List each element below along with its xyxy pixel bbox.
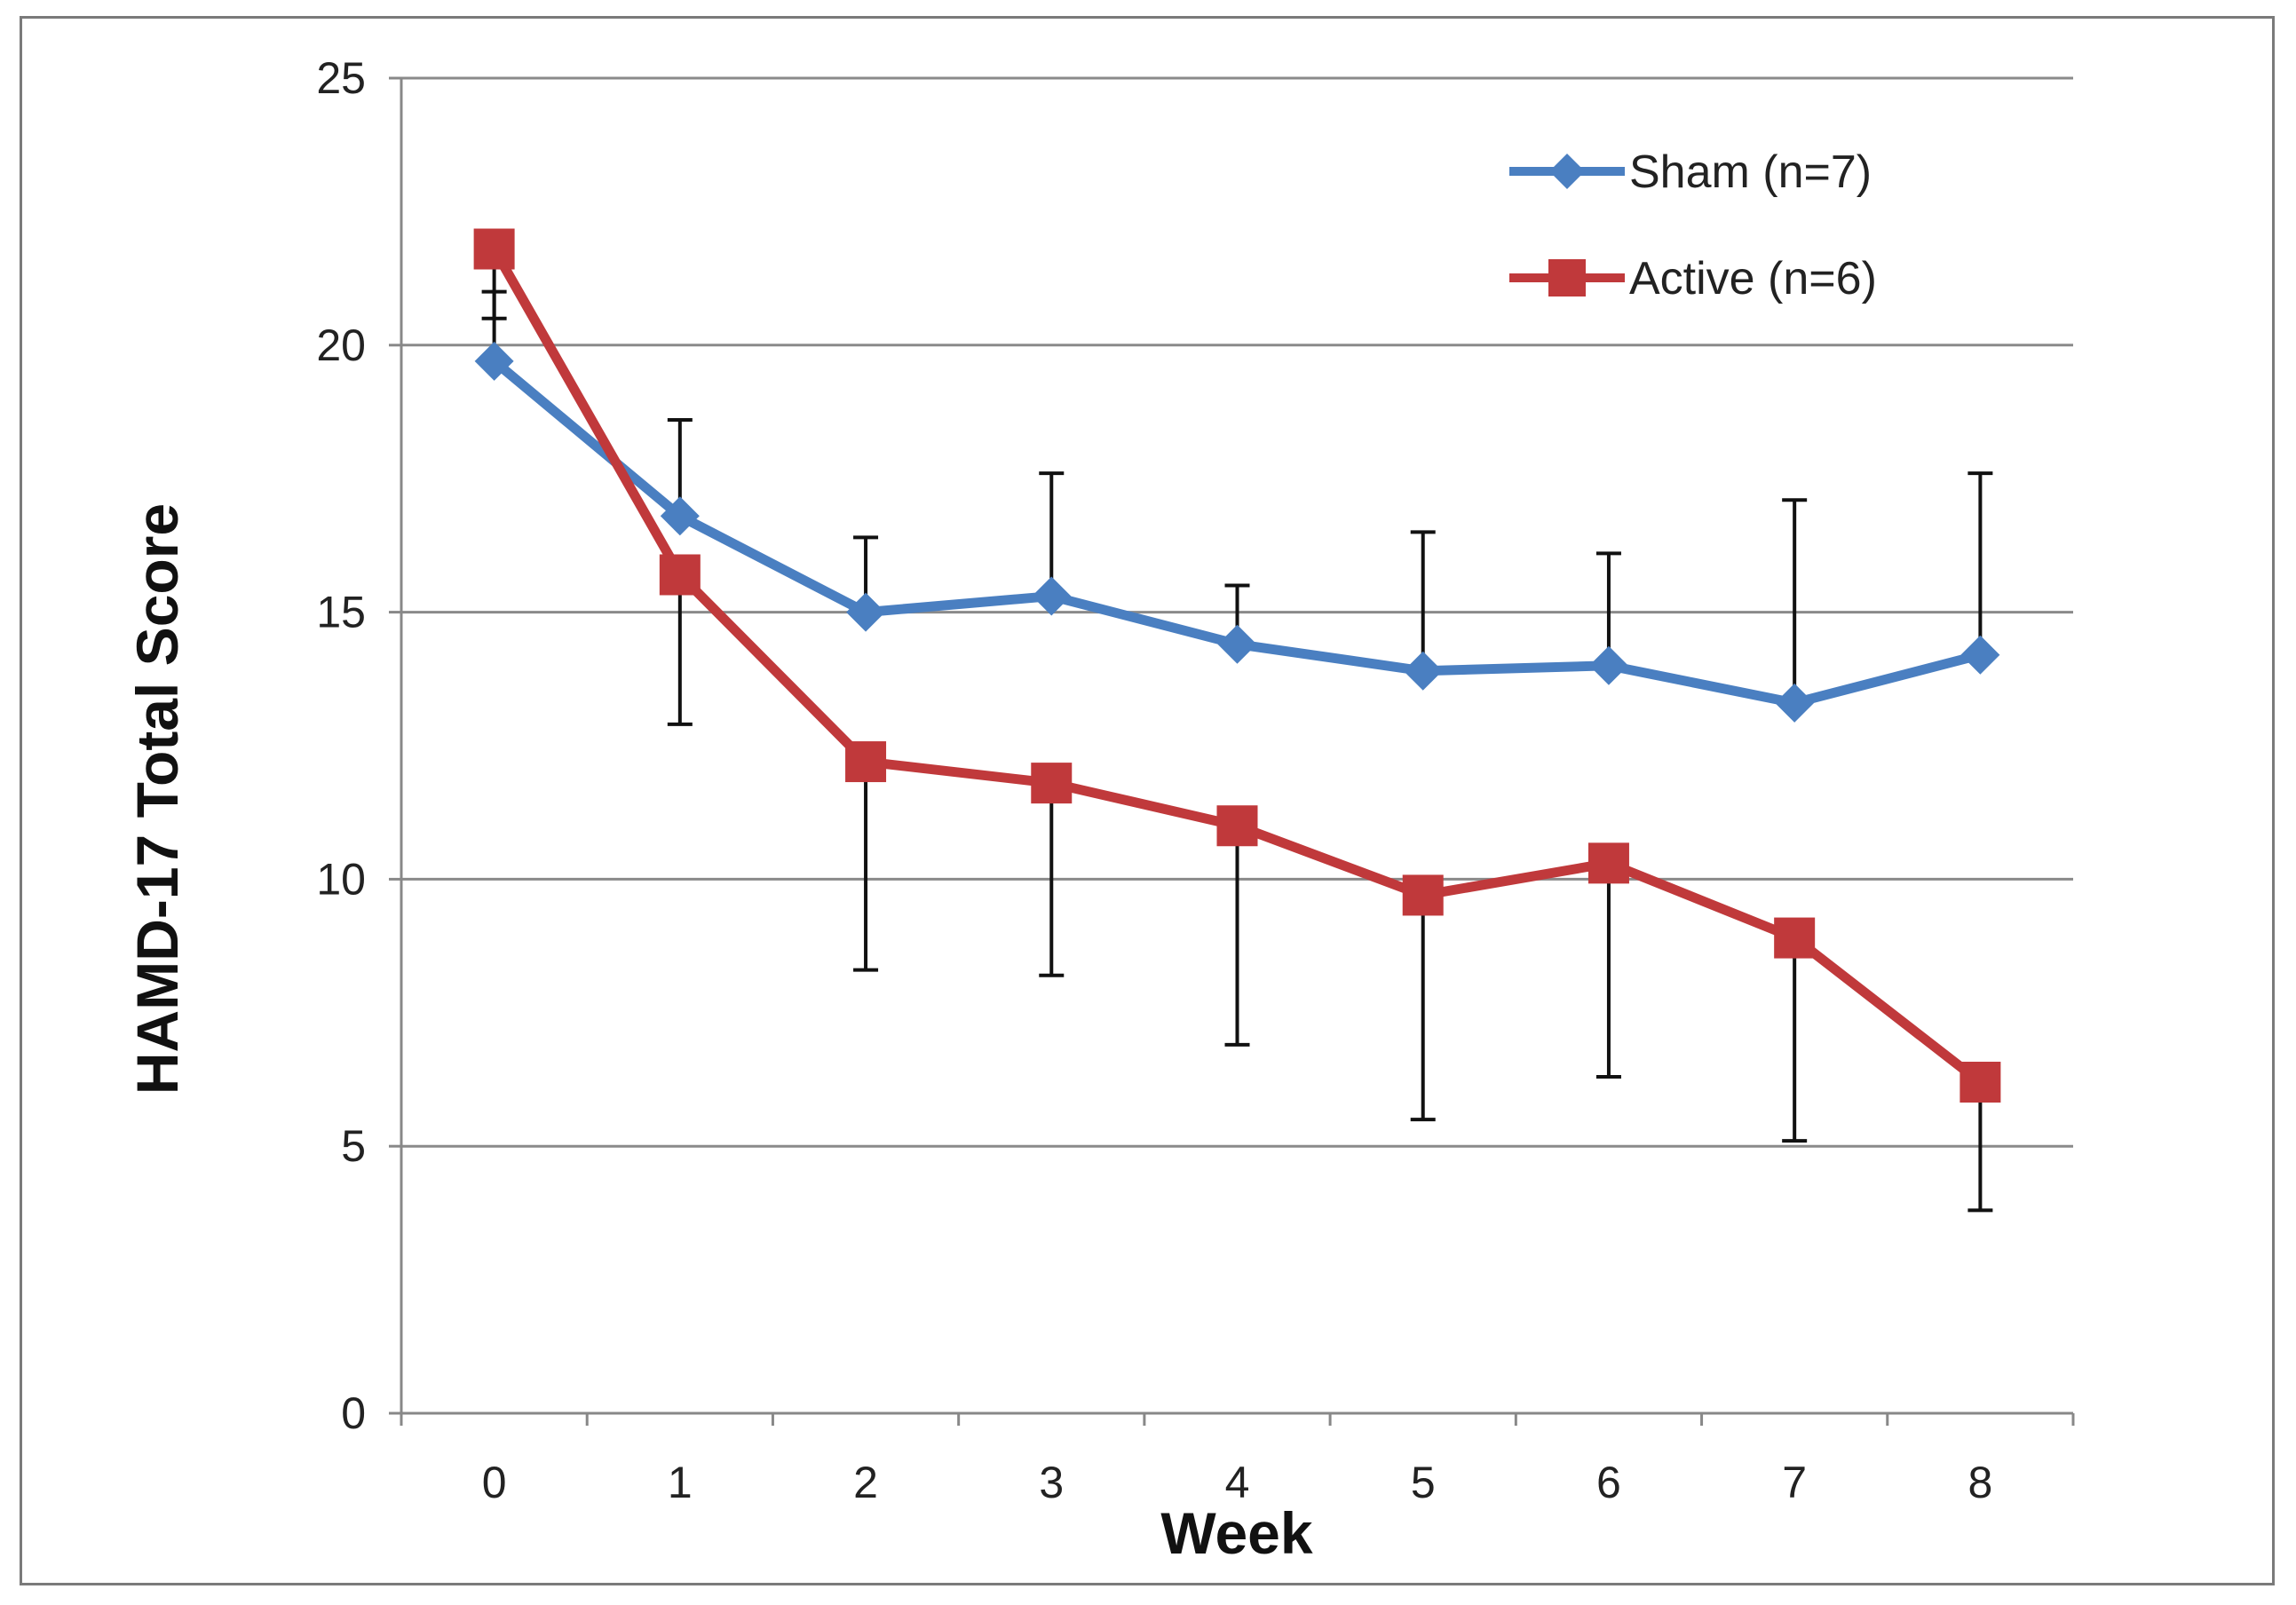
point-1-8 <box>1960 1062 2001 1103</box>
y-tick-label-15: 15 <box>316 588 366 637</box>
point-1-7 <box>1774 917 1816 959</box>
point-1-3 <box>1031 763 1073 804</box>
axes <box>400 78 2073 1415</box>
x-tick-label-1: 1 <box>668 1458 693 1507</box>
y-tick-label-20: 20 <box>316 320 366 370</box>
y-tick-label-5: 5 <box>341 1121 366 1171</box>
point-1-4 <box>1216 805 1258 847</box>
x-tick-label-6: 6 <box>1596 1458 1621 1507</box>
x-tick-label-8: 8 <box>1967 1458 1992 1507</box>
y-tick-label-10: 10 <box>316 854 366 904</box>
point-0-4 <box>1217 624 1257 664</box>
y-axis-ticks: 0 5 10 15 20 25 <box>316 53 401 1438</box>
legend-sham-diamond-icon <box>1549 154 1585 189</box>
point-0-3 <box>1032 576 1072 616</box>
point-1-2 <box>845 741 887 783</box>
legend-item-sham: Sham (n=7) <box>1509 146 1872 198</box>
legend: Sham (n=7) Active (n=6) <box>1509 146 1877 304</box>
x-axis-ticks: 0 1 2 3 4 5 6 7 8 <box>400 1413 2075 1507</box>
point-1-1 <box>659 554 701 596</box>
point-0-6 <box>1588 645 1628 685</box>
legend-active-label: Active (n=6) <box>1629 253 1877 304</box>
y-tick-label-25: 25 <box>316 53 366 103</box>
point-0-1 <box>660 496 700 536</box>
error-bars <box>481 249 1993 1213</box>
point-0-2 <box>846 592 886 632</box>
legend-active-square-icon <box>1548 259 1586 296</box>
point-1-0 <box>473 228 515 270</box>
legend-sham-label: Sham (n=7) <box>1629 146 1872 198</box>
x-tick-label-4: 4 <box>1225 1458 1250 1507</box>
x-axis-title: Week <box>1160 1500 1313 1566</box>
point-0-0 <box>474 341 514 381</box>
x-tick-label-3: 3 <box>1039 1458 1064 1507</box>
y-axis-title: HAMD-17 Total Score <box>124 503 190 1095</box>
point-1-6 <box>1587 842 1629 884</box>
point-0-7 <box>1775 683 1815 723</box>
point-0-8 <box>1960 635 2000 675</box>
point-0-5 <box>1403 651 1443 691</box>
x-tick-label-0: 0 <box>482 1458 507 1507</box>
legend-item-active: Active (n=6) <box>1509 253 1877 304</box>
y-tick-label-0: 0 <box>341 1388 366 1438</box>
x-tick-label-2: 2 <box>853 1458 878 1507</box>
point-1-5 <box>1402 874 1444 916</box>
x-tick-label-7: 7 <box>1782 1458 1807 1507</box>
data-series <box>473 228 2001 1103</box>
x-tick-label-5: 5 <box>1411 1458 1436 1507</box>
